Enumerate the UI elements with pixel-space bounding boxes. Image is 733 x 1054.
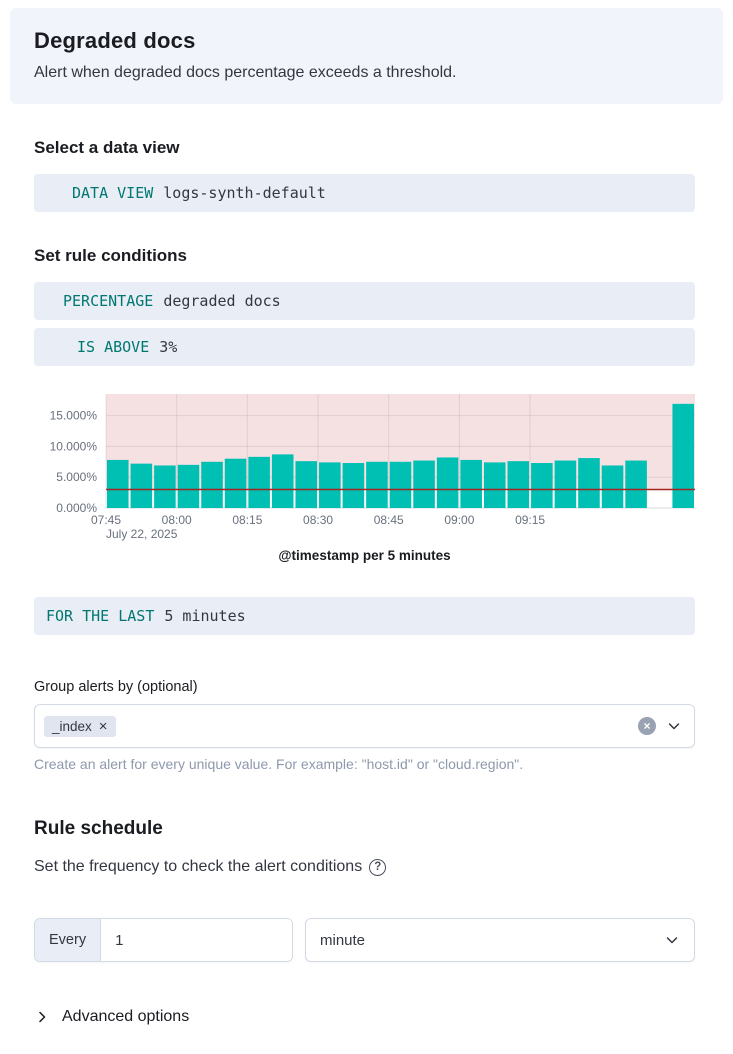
bar-chart: 07:45 08:00 08:15 08:30 08:45 09:00 09:15 July … <box>50 394 695 541</box>
data-view-keyword: DATA VIEW <box>72 184 154 202</box>
schedule-description: Set the frequency to check the alert con… <box>34 858 695 876</box>
advanced-options-label: Advanced options <box>62 1008 190 1025</box>
data-view-section-heading: Select a data view <box>34 138 180 157</box>
advanced-options-toggle[interactable]: Advanced options <box>34 1008 189 1026</box>
page-subtitle: Alert when degraded docs percentage exce… <box>34 64 457 81</box>
group-by-selected-pill[interactable]: _index × <box>44 715 116 737</box>
group-by-hint: Create an alert for every unique value. … <box>34 756 524 772</box>
every-prepend-label: Every <box>35 919 102 961</box>
interval-unit-value: minute <box>320 931 366 949</box>
group-alerts-section: Group alerts by (optional) _index × × Cr… <box>34 679 695 772</box>
svg-text:09:00: 09:00 <box>444 513 474 527</box>
schedule-interval-row: Every minute <box>34 918 695 962</box>
combobox-controls: × <box>638 717 682 735</box>
schedule-description-text: Set the frequency to check the alert con… <box>34 858 363 875</box>
group-by-pill-label: _index <box>52 718 92 734</box>
help-question-icon[interactable]: ? <box>369 858 387 876</box>
group-by-combobox[interactable]: _index × × <box>34 704 695 748</box>
data-view-value: logs-synth-default <box>163 184 326 202</box>
data-view-expression-button[interactable]: DATA VIEW logs-synth-default <box>34 174 695 212</box>
svg-text:15.000%: 15.000% <box>50 409 98 423</box>
percentage-expression-button[interactable]: PERCENTAGE degraded docs <box>34 282 695 320</box>
svg-text:07:45: 07:45 <box>91 513 121 527</box>
svg-text:08:00: 08:00 <box>162 513 192 527</box>
interval-input-group: Every <box>34 918 293 962</box>
time-window-keyword: FOR THE LAST <box>46 607 155 625</box>
clear-all-icon[interactable]: × <box>638 717 656 735</box>
group-by-label: Group alerts by (optional) <box>34 679 198 695</box>
time-window-expression-button[interactable]: FOR THE LAST 5 minutes <box>34 597 695 635</box>
svg-text:10.000%: 10.000% <box>50 439 98 453</box>
interval-value-input[interactable] <box>101 919 292 961</box>
chevron-down-icon <box>666 937 678 944</box>
chevron-right-icon <box>39 1011 46 1023</box>
threshold-keyword: IS ABOVE <box>77 338 150 356</box>
percentage-keyword: PERCENTAGE <box>63 292 154 310</box>
svg-text:08:15: 08:15 <box>232 513 262 527</box>
schedule-section-heading: Rule schedule <box>34 818 163 839</box>
rule-form-content: Select a data view DATA VIEW logs-synth-… <box>34 138 695 1026</box>
svg-text:08:45: 08:45 <box>374 513 404 527</box>
page-title: Degraded docs <box>34 28 196 53</box>
threshold-value: 3% <box>159 338 178 356</box>
svg-text:5.000%: 5.000% <box>56 470 97 484</box>
svg-text:09:15: 09:15 <box>515 513 545 527</box>
svg-text:July 22, 2025: July 22, 2025 <box>106 527 178 541</box>
percentage-value: degraded docs <box>163 292 281 310</box>
interval-unit-select[interactable]: minute <box>305 918 695 962</box>
time-window-value: 5 minutes <box>164 607 246 625</box>
chevron-down-icon[interactable] <box>666 718 682 734</box>
threshold-preview-chart: 07:45 08:00 08:15 08:30 08:45 09:00 09:15 July … <box>34 388 695 563</box>
svg-text:08:30: 08:30 <box>303 513 333 527</box>
chart-x-axis-title: @timestamp per 5 minutes <box>278 548 451 563</box>
threshold-expression-button[interactable]: IS ABOVE 3% <box>34 328 695 366</box>
rule-header: Degraded docs Alert when degraded docs p… <box>10 8 723 104</box>
svg-text:0.000%: 0.000% <box>56 501 97 515</box>
conditions-section-heading: Set rule conditions <box>34 246 188 265</box>
remove-pill-icon[interactable]: × <box>98 717 108 735</box>
